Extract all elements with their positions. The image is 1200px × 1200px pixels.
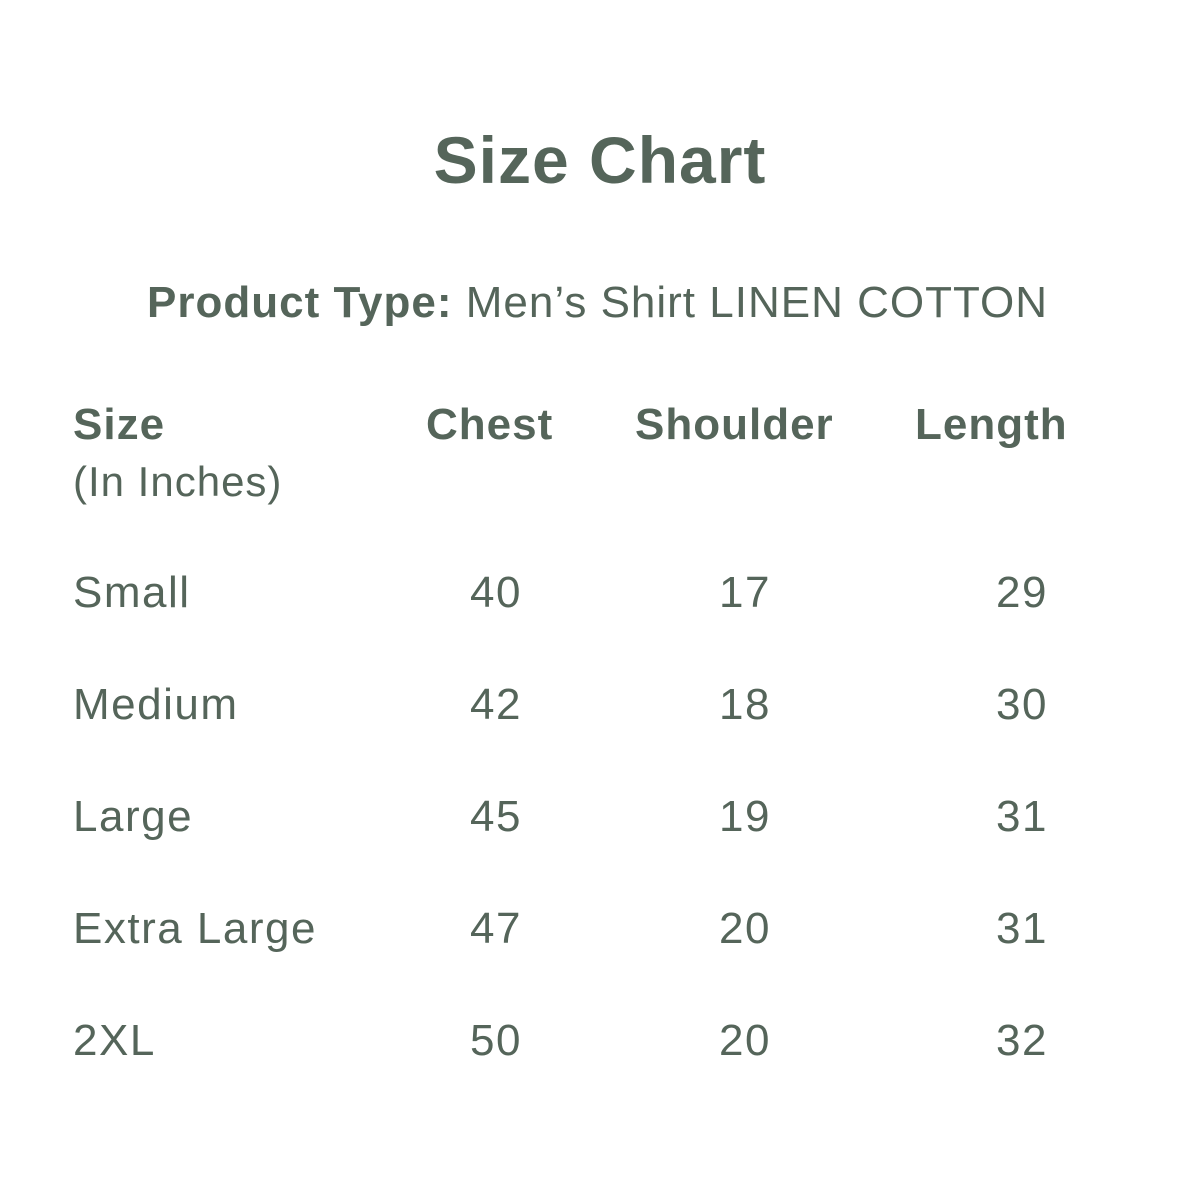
cell-chest: 45 (470, 792, 522, 841)
cell-shoulder: 18 (719, 680, 771, 729)
cell-length: 29 (996, 568, 1048, 617)
cell-length: 30 (996, 680, 1048, 729)
page-title: Size Chart (433, 123, 767, 197)
cell-length: 32 (996, 1016, 1048, 1065)
header-size: Size (73, 400, 166, 449)
cell-size: 2XL (73, 1016, 156, 1065)
cell-size: Small (73, 568, 191, 617)
cell-chest: 50 (470, 1016, 522, 1065)
cell-shoulder: 20 (719, 904, 771, 953)
header-size-unit: (In Inches) (73, 458, 283, 505)
cell-shoulder: 20 (719, 1016, 771, 1065)
cell-shoulder: 17 (719, 568, 771, 617)
cell-chest: 47 (470, 904, 522, 953)
product-type-value: Men’s Shirt LINEN COTTON (465, 278, 1049, 327)
cell-size: Extra Large (73, 904, 317, 953)
product-type: Product Type: Men’s Shirt LINEN COTTON (147, 278, 1048, 328)
header-chest: Chest (426, 400, 554, 449)
cell-chest: 42 (470, 680, 522, 729)
cell-shoulder: 19 (719, 792, 771, 841)
cell-length: 31 (996, 904, 1048, 953)
product-type-label: Product Type: (147, 278, 453, 327)
cell-length: 31 (996, 792, 1048, 841)
cell-size: Large (73, 792, 194, 841)
cell-size: Medium (73, 680, 239, 729)
cell-chest: 40 (470, 568, 522, 617)
header-length: Length (915, 400, 1068, 449)
header-shoulder: Shoulder (635, 400, 834, 449)
